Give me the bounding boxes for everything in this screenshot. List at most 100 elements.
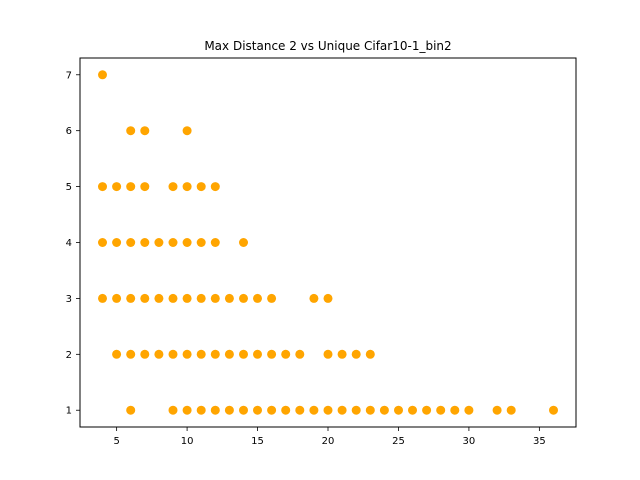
y-tick-label: 6: [66, 126, 72, 137]
data-point: [464, 405, 474, 415]
data-point: [309, 405, 319, 415]
data-point: [182, 182, 192, 192]
y-tick-label: 5: [66, 182, 72, 193]
data-point: [239, 405, 248, 415]
data-point: [450, 405, 460, 415]
data-point: [492, 405, 502, 415]
y-tick-label: 7: [66, 70, 72, 81]
data-point: [196, 405, 206, 415]
data-point: [253, 293, 262, 303]
data-point: [295, 349, 305, 359]
data-point: [253, 349, 262, 359]
data-point: [506, 405, 516, 415]
data-point: [168, 405, 178, 415]
data-point: [126, 182, 136, 192]
x-tick-label: 25: [392, 436, 405, 447]
data-point: [126, 238, 136, 247]
data-point: [98, 293, 107, 303]
data-point: [224, 293, 234, 303]
data-point: [140, 238, 150, 247]
data-point: [323, 349, 333, 359]
y-tick-label: 4: [66, 238, 72, 249]
data-point: [196, 238, 206, 247]
data-point: [140, 182, 150, 192]
data-point: [365, 405, 375, 415]
points-layer: [98, 70, 558, 415]
data-point: [182, 349, 192, 359]
data-point: [379, 405, 389, 415]
y-tick-label: 1: [66, 406, 72, 417]
data-point: [253, 405, 262, 415]
data-point: [98, 70, 107, 80]
data-point: [182, 238, 192, 247]
data-point: [126, 349, 136, 359]
data-point: [210, 405, 220, 415]
data-point: [239, 238, 248, 247]
data-point: [126, 126, 136, 136]
data-point: [210, 182, 220, 192]
data-point: [196, 182, 206, 192]
data-point: [140, 293, 150, 303]
data-point: [309, 293, 319, 303]
data-point: [239, 293, 248, 303]
plot-frame: [79, 57, 577, 428]
data-point: [196, 293, 206, 303]
data-point: [140, 126, 150, 136]
data-point: [168, 293, 178, 303]
data-point: [98, 182, 107, 192]
data-point: [394, 405, 403, 415]
data-point: [365, 349, 375, 359]
data-point: [126, 293, 136, 303]
x-tick-label: 15: [251, 436, 264, 447]
x-tick-label: 30: [463, 436, 476, 447]
data-point: [224, 349, 234, 359]
chart-title: Max Distance 2 vs Unique Cifar10-1_bin2: [204, 39, 451, 53]
data-point: [267, 293, 277, 303]
data-point: [239, 349, 248, 359]
data-point: [408, 405, 417, 415]
data-point: [196, 349, 206, 359]
data-point: [337, 405, 347, 415]
data-point: [182, 126, 192, 136]
data-point: [112, 293, 122, 303]
data-point: [112, 349, 122, 359]
data-point: [323, 293, 333, 303]
data-point: [549, 405, 558, 415]
x-tick-label: 10: [181, 436, 194, 447]
data-point: [168, 182, 178, 192]
data-point: [267, 349, 277, 359]
data-point: [210, 349, 220, 359]
data-point: [337, 349, 347, 359]
data-point: [182, 405, 192, 415]
ticks-layer: 5 10 15 20 25 30 35 1 2 3 4 5 6 7: [66, 70, 546, 447]
data-point: [351, 349, 361, 359]
data-point: [168, 349, 178, 359]
x-tick-label: 35: [533, 436, 546, 447]
data-point: [112, 238, 122, 247]
data-point: [281, 349, 291, 359]
data-point: [323, 405, 333, 415]
y-tick-label: 2: [66, 350, 72, 361]
data-point: [98, 238, 107, 247]
data-point: [267, 405, 277, 415]
y-tick-label: 3: [66, 294, 72, 305]
data-point: [422, 405, 432, 415]
data-point: [436, 405, 446, 415]
data-point: [168, 238, 178, 247]
data-point: [281, 405, 291, 415]
data-point: [154, 349, 164, 359]
x-tick-label: 20: [322, 436, 335, 447]
data-point: [154, 238, 164, 247]
data-point: [210, 238, 220, 247]
data-point: [295, 405, 305, 415]
data-point: [182, 293, 192, 303]
data-point: [351, 405, 361, 415]
data-point: [210, 293, 220, 303]
data-point: [224, 405, 234, 415]
data-point: [126, 405, 136, 415]
data-point: [112, 182, 122, 192]
data-point: [154, 293, 164, 303]
x-tick-label: 5: [113, 436, 119, 447]
